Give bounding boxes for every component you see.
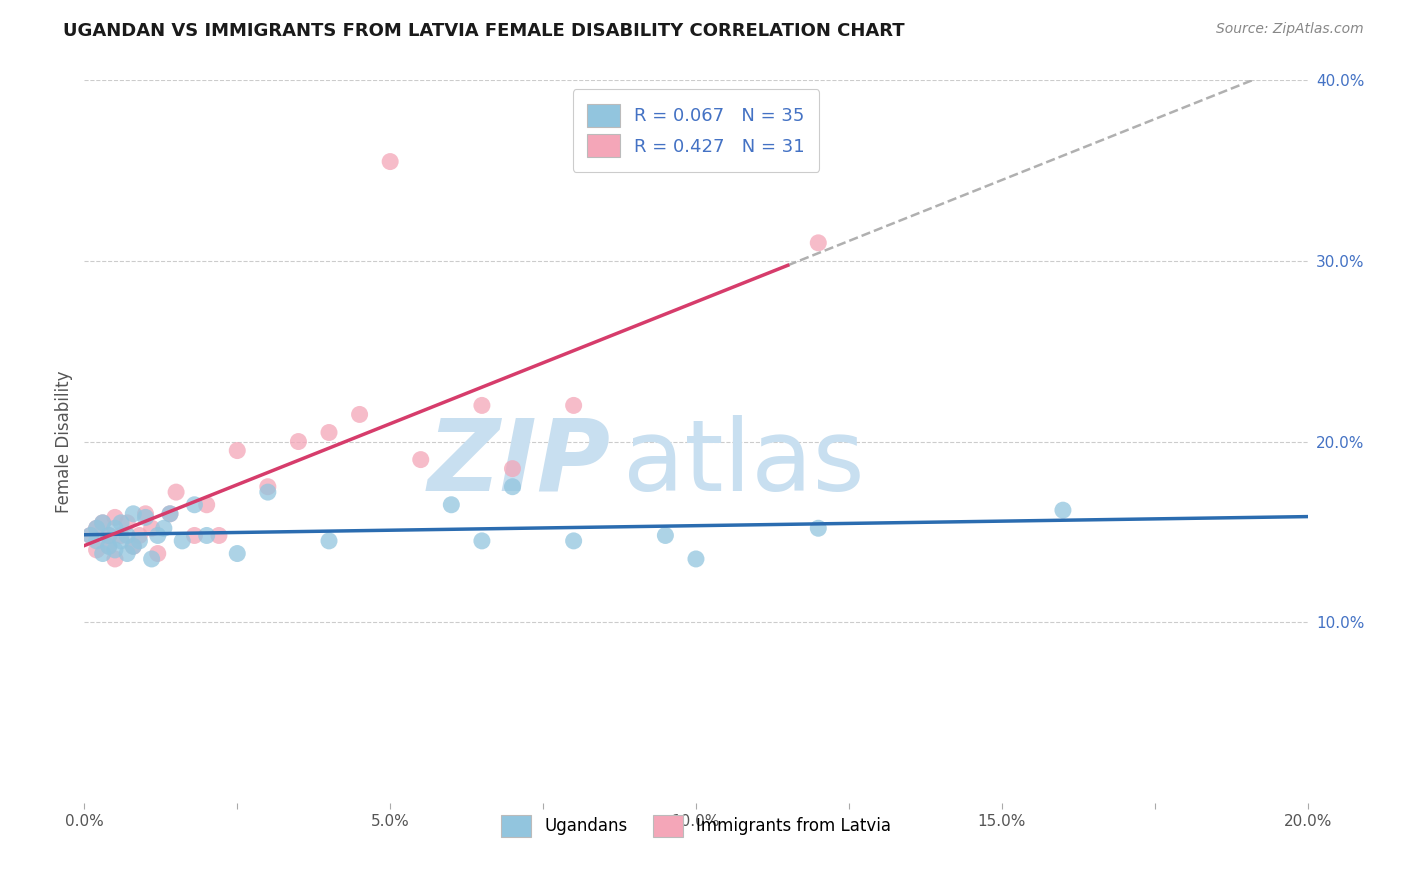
Point [153, 521, 176, 535]
Point [208, 528, 231, 542]
Point [287, 434, 309, 449]
Point [807, 521, 830, 535]
Point [471, 533, 494, 548]
Point [91, 547, 114, 561]
Point [1052, 503, 1074, 517]
Text: ZIP: ZIP [427, 415, 610, 512]
Point [159, 507, 181, 521]
Text: Source: ZipAtlas.com: Source: ZipAtlas.com [1216, 22, 1364, 37]
Point [110, 528, 132, 542]
Point [104, 542, 127, 557]
Point [440, 498, 463, 512]
Point [97, 528, 120, 542]
Point [104, 510, 127, 524]
Point [86, 521, 108, 535]
Point [318, 425, 340, 440]
Point [380, 154, 402, 169]
Point [257, 485, 280, 500]
Point [146, 528, 169, 542]
Point [562, 533, 585, 548]
Point [91, 516, 114, 530]
Point [115, 547, 138, 561]
Point [97, 528, 120, 542]
Point [318, 533, 340, 548]
Point [135, 507, 157, 521]
Point [97, 539, 120, 553]
Point [226, 547, 249, 561]
Text: UGANDAN VS IMMIGRANTS FROM LATVIA FEMALE DISABILITY CORRELATION CHART: UGANDAN VS IMMIGRANTS FROM LATVIA FEMALE… [63, 22, 905, 40]
Point [685, 552, 707, 566]
Point [471, 398, 494, 412]
Point [807, 235, 830, 250]
Point [195, 498, 218, 512]
Point [135, 510, 157, 524]
Point [79, 528, 101, 542]
Point [195, 528, 218, 542]
Point [183, 528, 205, 542]
Point [141, 552, 163, 566]
Point [141, 521, 163, 535]
Point [502, 461, 524, 475]
Point [502, 480, 524, 494]
Point [159, 507, 181, 521]
Point [79, 528, 101, 542]
Point [349, 408, 371, 422]
Y-axis label: Female Disability: Female Disability [55, 370, 73, 513]
Point [128, 528, 150, 542]
Point [91, 516, 114, 530]
Point [165, 485, 187, 500]
Point [110, 533, 132, 548]
Point [86, 521, 108, 535]
Point [110, 516, 132, 530]
Point [146, 547, 169, 561]
Point [122, 539, 145, 553]
Point [122, 539, 145, 553]
Point [654, 528, 676, 542]
Point [257, 480, 280, 494]
Text: atlas: atlas [623, 415, 865, 512]
Point [128, 533, 150, 548]
Point [104, 521, 127, 535]
Point [104, 552, 127, 566]
Point [97, 539, 120, 553]
Point [172, 533, 194, 548]
Legend: Ugandans, Immigrants from Latvia: Ugandans, Immigrants from Latvia [492, 807, 900, 845]
Point [409, 452, 432, 467]
Point [115, 528, 138, 542]
Point [226, 443, 249, 458]
Point [86, 533, 108, 548]
Point [115, 516, 138, 530]
Point [86, 542, 108, 557]
Point [122, 507, 145, 521]
Point [562, 398, 585, 412]
Point [183, 498, 205, 512]
